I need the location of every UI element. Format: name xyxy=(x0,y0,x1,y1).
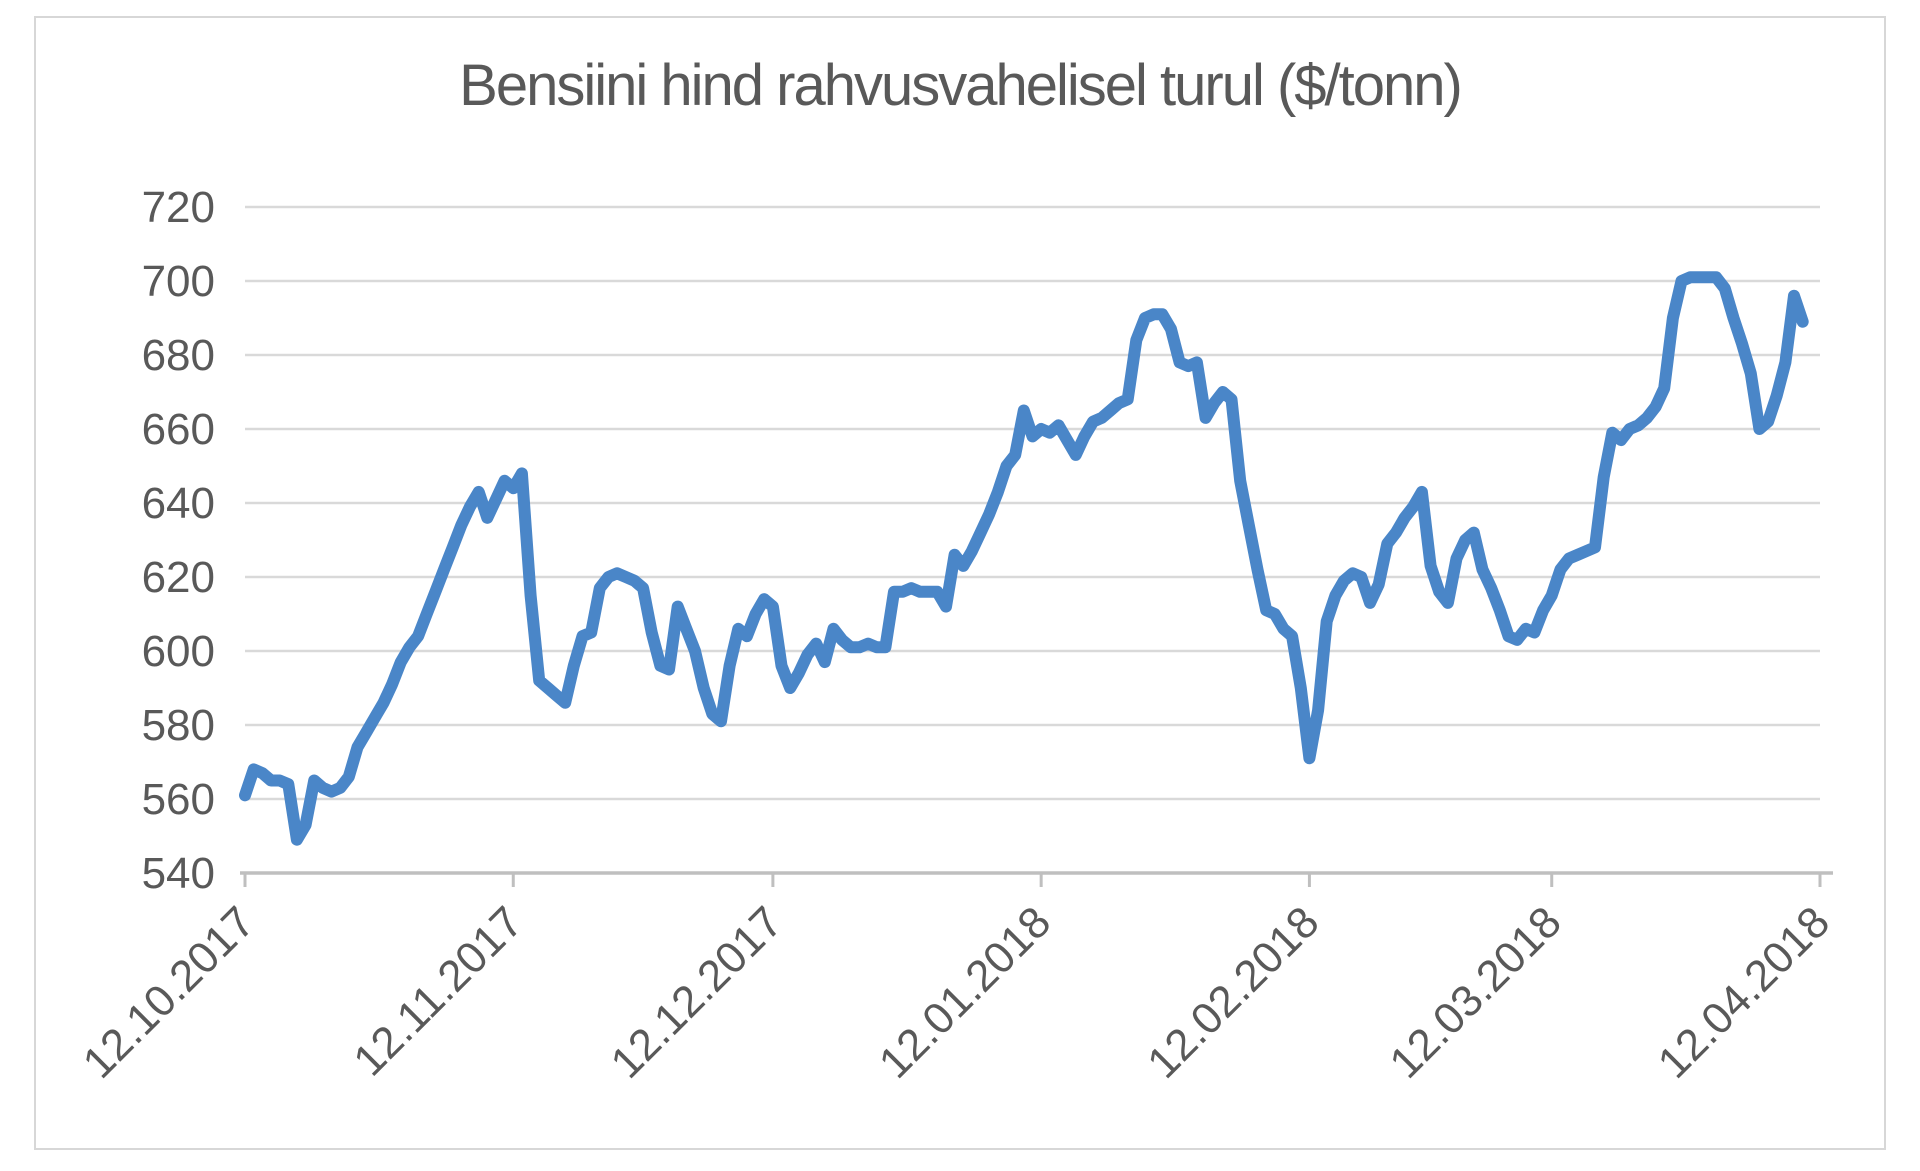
y-axis-label-620: 620 xyxy=(142,553,215,602)
y-axis-label-680: 680 xyxy=(142,331,215,380)
y-axis-label-660: 660 xyxy=(142,405,215,454)
y-axis-label-640: 640 xyxy=(142,479,215,528)
x-axis-label-2: 12.12.2017 xyxy=(602,897,792,1087)
y-axis-label-600: 600 xyxy=(142,627,215,676)
y-axis-label-720: 720 xyxy=(142,183,215,232)
y-axis-label-560: 560 xyxy=(142,775,215,824)
x-axis-label-4: 12.02.2018 xyxy=(1138,897,1328,1087)
x-axis-label-6: 12.04.2018 xyxy=(1649,897,1839,1087)
chart-frame xyxy=(34,16,1886,1150)
x-axis-label-5: 12.03.2018 xyxy=(1380,897,1570,1087)
y-axis-label-540: 540 xyxy=(142,849,215,898)
y-axis-label-580: 580 xyxy=(142,701,215,750)
price-line-series xyxy=(239,271,1809,846)
x-axis-label-0: 12.10.2017 xyxy=(74,897,264,1087)
chart-title: Bensiini hind rahvusvahelisel turul ($/t… xyxy=(459,53,1463,118)
x-axis-label-3: 12.01.2018 xyxy=(870,897,1060,1087)
y-axis-label-700: 700 xyxy=(142,257,215,306)
x-axis-label-1: 12.11.2017 xyxy=(344,897,532,1085)
